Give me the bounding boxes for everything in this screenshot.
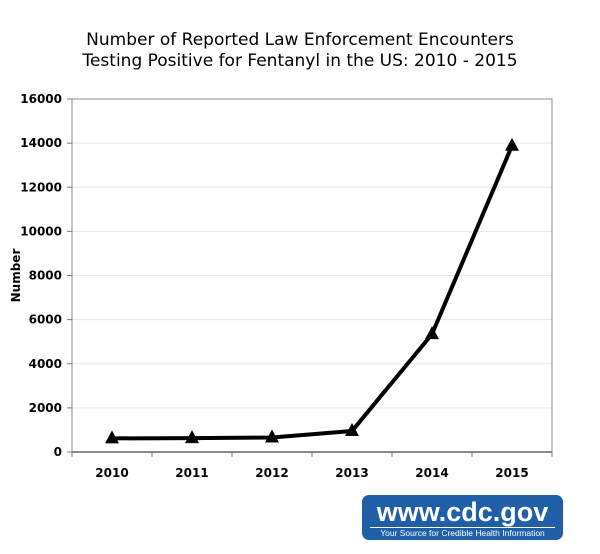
data-point-2011	[185, 430, 199, 444]
data-point-2014	[425, 326, 439, 340]
x-tick-label: 2014	[415, 466, 448, 480]
y-tick-label: 0	[54, 445, 62, 459]
chart-title: Number of Reported Law Enforcement Encou…	[0, 30, 600, 72]
x-tick-label: 2011	[175, 466, 208, 480]
y-tick-label: 12000	[20, 180, 62, 194]
x-tick-label: 2012	[255, 466, 288, 480]
y-tick-label: 10000	[20, 224, 62, 238]
x-tick-label: 2015	[495, 466, 528, 480]
y-tick-label: 8000	[29, 269, 62, 283]
x-tick-label: 2013	[335, 466, 368, 480]
series-line	[111, 144, 514, 441]
y-tick-label: 16000	[20, 92, 62, 106]
y-tick-label: 14000	[20, 136, 62, 150]
y-axis-label: Number	[9, 249, 23, 303]
logo-url: www.cdc.gov	[376, 497, 549, 527]
logo-tagline: Your Source for Credible Health Informat…	[370, 527, 555, 538]
data-point-2012	[265, 429, 279, 443]
y-tick-label: 2000	[29, 401, 62, 415]
cdc-logo[interactable]: www.cdc.gov Your Source for Credible Hea…	[362, 495, 563, 540]
title-line-1: Number of Reported Law Enforcement Encou…	[86, 30, 514, 50]
y-tick-label: 4000	[29, 357, 62, 371]
title-line-2: Testing Positive for Fentanyl in the US:…	[82, 51, 518, 71]
data-point-2010	[105, 430, 119, 444]
x-tick-label: 2010	[95, 466, 128, 480]
data-point-2015	[505, 137, 519, 151]
data-point-2013	[345, 423, 359, 437]
y-tick-label: 6000	[29, 313, 62, 327]
